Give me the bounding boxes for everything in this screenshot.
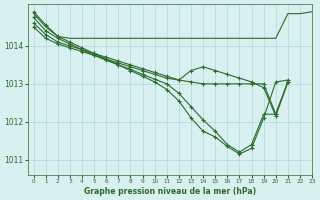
X-axis label: Graphe pression niveau de la mer (hPa): Graphe pression niveau de la mer (hPa) [84,187,256,196]
